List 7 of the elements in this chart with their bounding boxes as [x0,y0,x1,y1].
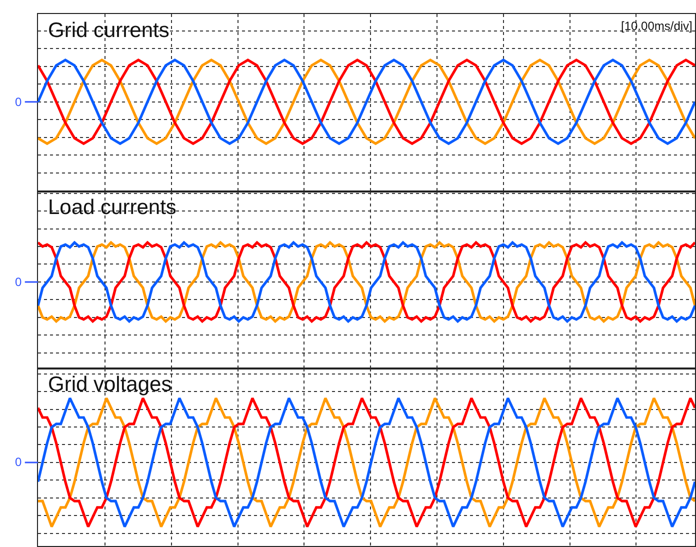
ref-line-label: 0 [15,455,22,469]
ref-line-label: 0 [15,95,22,109]
chart-title: Grid currents [48,19,170,42]
ref-line-label: 0 [15,275,22,289]
text: [10.00ms/div] [621,19,692,33]
chart-title: Load currents [48,196,176,219]
chart-title: Grid voltages [48,373,172,396]
